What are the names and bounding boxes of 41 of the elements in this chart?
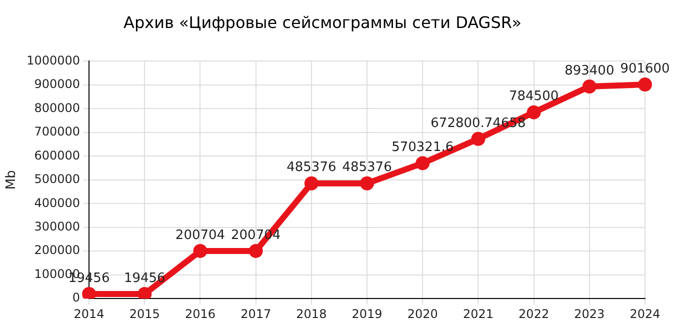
- x-tick-label: 2023: [574, 306, 605, 321]
- x-tick-label: 2022: [518, 306, 550, 321]
- y-tick-label: 600000: [34, 148, 80, 162]
- x-tick-label: 2018: [296, 306, 327, 321]
- y-tick-label: 0: [72, 290, 80, 305]
- y-tick-label: 900000: [34, 77, 80, 92]
- y-tick-label: 500000: [34, 172, 80, 186]
- point: [638, 78, 652, 92]
- data-label: 485376: [286, 160, 336, 176]
- point: [416, 156, 430, 170]
- data-label: 893400: [564, 63, 614, 78]
- data-label: 901600: [620, 61, 670, 76]
- point: [471, 132, 486, 146]
- x-tick-label: 2019: [352, 306, 382, 321]
- data-label: 784500: [508, 89, 559, 104]
- data-label: 200704: [175, 228, 226, 243]
- y-axis-title: Mb: [4, 170, 20, 190]
- x-tick-label: 2015: [129, 306, 160, 321]
- point: [248, 244, 263, 258]
- point: [82, 286, 96, 299]
- x-tick-label: 2014: [74, 306, 104, 321]
- y-tick-label: 400000: [34, 196, 80, 210]
- y-tick-label: 800000: [34, 100, 80, 115]
- chart-title: Архив «Цифровые сейсмограммы сети DAGSR»: [124, 12, 522, 32]
- x-tick-label: 2016: [184, 306, 216, 321]
- point: [138, 286, 152, 299]
- y-tick-label: 300000: [34, 220, 80, 234]
- x-tick-label: 2021: [462, 306, 494, 321]
- x-tick-label: 2024: [630, 306, 660, 321]
- point: [360, 176, 374, 190]
- y-tick-label: 1000000: [26, 53, 80, 68]
- x-tick-label: 2017: [240, 306, 272, 321]
- point: [304, 176, 318, 190]
- point: [193, 244, 208, 258]
- y-tick-label: 200000: [34, 243, 80, 258]
- data-label: 570321.6: [392, 140, 454, 156]
- y-tick-label: 700000: [34, 124, 80, 139]
- x-tick-label: 2020: [407, 306, 438, 321]
- point: [582, 80, 596, 94]
- point: [526, 105, 541, 120]
- data-label: 485376: [342, 160, 392, 176]
